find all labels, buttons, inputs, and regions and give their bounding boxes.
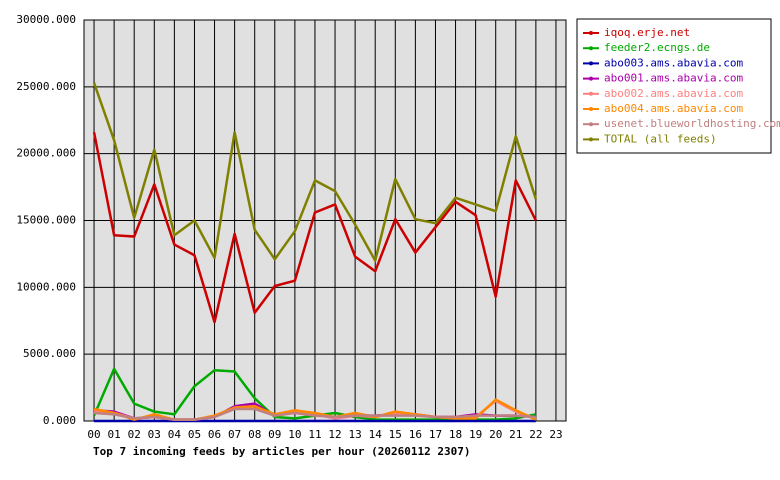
legend-label: abo003.ams.abavia.com xyxy=(604,56,743,69)
legend-marker xyxy=(589,61,593,66)
legend-marker xyxy=(589,76,593,81)
x-tick-label: 19 xyxy=(469,428,482,441)
y-tick-label: 25000.000 xyxy=(16,80,76,93)
x-tick-label: 05 xyxy=(188,428,201,441)
x-tick-label: 04 xyxy=(168,428,182,441)
x-tick-label: 22 xyxy=(529,428,542,441)
legend-marker xyxy=(589,46,593,51)
legend-marker xyxy=(589,122,593,127)
series-line xyxy=(93,407,536,421)
legend-label: usenet.blueworldhosting.com xyxy=(604,117,780,130)
legend-label: abo004.ams.abavia.com xyxy=(604,102,743,115)
x-tick-label: 15 xyxy=(389,428,402,441)
x-tick-label: 06 xyxy=(208,428,221,441)
x-tick-label: 11 xyxy=(308,428,321,441)
x-tick-label: 07 xyxy=(228,428,241,441)
chart-title: Top 7 incoming feeds by articles per hou… xyxy=(93,445,471,458)
y-tick-label: 0.000 xyxy=(43,414,76,427)
legend-label: iqoq.erje.net xyxy=(604,26,690,39)
legend-marker xyxy=(589,107,593,111)
series-line xyxy=(92,132,537,324)
legend-box xyxy=(576,18,772,154)
legend-label: feeder2.ecngs.de xyxy=(604,41,710,54)
x-tick-label: 00 xyxy=(87,428,100,441)
x-tick-label: 12 xyxy=(328,428,341,441)
x-tick-label: 16 xyxy=(409,428,422,441)
y-tick-label: 5000.000 xyxy=(23,347,76,360)
legend-label: abo002.ams.abavia.com xyxy=(604,87,743,100)
x-tick-label: 21 xyxy=(509,428,522,441)
series-line xyxy=(92,82,538,262)
legend-marker xyxy=(589,91,593,96)
x-tick-label: 03 xyxy=(148,428,161,441)
y-tick-label: 15000.000 xyxy=(16,214,76,227)
x-tick-label: 02 xyxy=(128,428,141,441)
y-tick-label: 30000.000 xyxy=(16,13,76,26)
legend-marker xyxy=(589,137,593,142)
x-tick-label: 17 xyxy=(429,428,442,441)
x-tick-label: 18 xyxy=(449,428,462,441)
x-tick-label: 01 xyxy=(108,428,121,441)
y-tick-label: 20000.000 xyxy=(16,147,76,160)
legend-marker xyxy=(589,31,593,35)
x-tick-label: 13 xyxy=(349,428,362,441)
x-tick-label: 08 xyxy=(248,428,261,441)
x-tick-label: 10 xyxy=(288,428,301,441)
x-tick-label: 23 xyxy=(549,428,562,441)
y-tick-label: 10000.000 xyxy=(16,280,76,293)
x-tick-label: 14 xyxy=(369,428,383,441)
x-tick-label: 20 xyxy=(489,428,502,441)
legend-label: abo001.ams.abavia.com xyxy=(604,72,743,85)
x-tick-label: 09 xyxy=(268,428,281,441)
legend-label: TOTAL (all feeds) xyxy=(604,132,717,145)
